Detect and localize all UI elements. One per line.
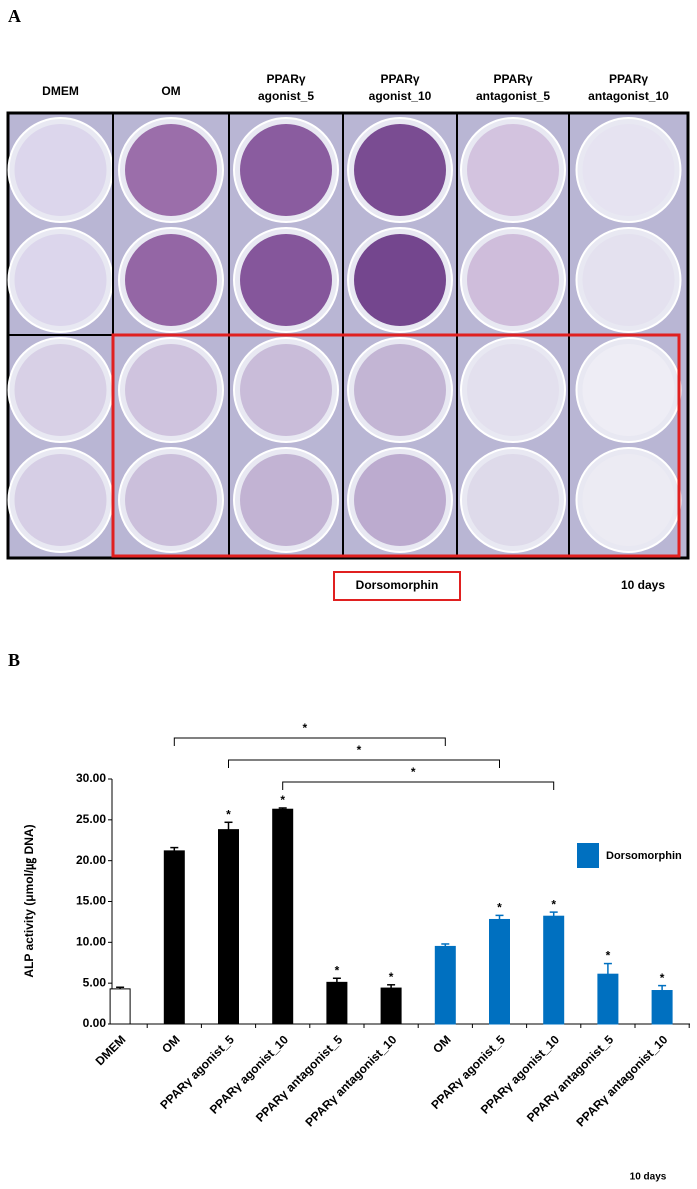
- well: [240, 124, 332, 216]
- well: [582, 454, 675, 546]
- panel-label: B: [8, 650, 20, 670]
- column-header: PPARγ: [493, 72, 532, 86]
- well: [354, 234, 446, 326]
- bar: [651, 990, 673, 1025]
- x-tick-label: PPARγ antagonist_10: [302, 1032, 399, 1129]
- column-header: antagonist_10: [588, 89, 669, 103]
- y-tick-label: 30.00: [76, 771, 106, 785]
- well: [14, 124, 107, 216]
- column-header: PPARγ: [266, 72, 305, 86]
- column-header: PPARγ: [609, 72, 648, 86]
- bar: [434, 945, 456, 1025]
- footnote: 10 days: [630, 1172, 667, 1183]
- bar: [272, 808, 294, 1025]
- bar: [597, 973, 619, 1025]
- y-tick-label: 0.00: [83, 1016, 107, 1030]
- wells: [7, 113, 682, 558]
- well: [467, 454, 559, 546]
- well: [240, 234, 332, 326]
- significance-star: *: [497, 901, 502, 915]
- bar: [109, 988, 131, 1025]
- y-tick-label: 5.00: [83, 975, 107, 989]
- well: [125, 234, 217, 326]
- bar: [218, 829, 239, 1025]
- well: [14, 454, 107, 546]
- time-label: 10 days: [621, 578, 665, 592]
- column-header: OM: [161, 84, 180, 98]
- column-header: DMEM: [42, 84, 79, 98]
- bar: [489, 918, 510, 1025]
- y-tick-label: 15.00: [76, 894, 106, 908]
- well: [582, 234, 675, 326]
- significance-star: *: [606, 949, 611, 963]
- x-tick-label: OM: [159, 1032, 183, 1056]
- well: [14, 234, 107, 326]
- y-tick-label: 20.00: [76, 853, 106, 867]
- significance-bracket: [228, 759, 500, 768]
- box-label-frame: [333, 571, 461, 601]
- bar: [163, 850, 185, 1025]
- well: [467, 124, 559, 216]
- legend-swatch: [577, 843, 599, 868]
- well: [125, 344, 217, 436]
- well: [467, 234, 559, 326]
- column-header: antagonist_5: [476, 89, 550, 103]
- significance-star: *: [551, 897, 556, 911]
- y-tick-label: 10.00: [76, 935, 106, 949]
- x-tick-label: OM: [430, 1032, 454, 1056]
- column-header: agonist_10: [369, 89, 432, 103]
- well: [125, 454, 217, 546]
- well: [240, 344, 332, 436]
- well: [354, 454, 446, 546]
- dorsomorphin-box: [111, 333, 681, 558]
- well: [354, 344, 446, 436]
- well: [582, 124, 675, 216]
- bar: [380, 987, 402, 1025]
- column-header: PPARγ: [380, 72, 419, 86]
- bracket-star: *: [357, 743, 362, 757]
- y-axis-label: ALP activity (μmol/㎍ DNA): [22, 824, 37, 977]
- bar: [543, 915, 565, 1025]
- column-header: agonist_5: [258, 89, 314, 103]
- bracket-star: *: [302, 721, 307, 735]
- well: [14, 344, 107, 436]
- significance-bracket: [282, 781, 555, 790]
- y-tick-label: 25.00: [76, 812, 106, 826]
- significance-bracket: [173, 737, 446, 746]
- significance-star: *: [660, 971, 665, 985]
- bar: [326, 981, 348, 1025]
- well: [582, 344, 675, 436]
- significance-star: *: [280, 793, 285, 807]
- well: [354, 124, 446, 216]
- well: [467, 344, 559, 436]
- well: [240, 454, 332, 546]
- box-label: Dorsomorphin: [356, 578, 439, 592]
- well: [125, 124, 217, 216]
- significance-star: *: [335, 963, 340, 977]
- significance-star: *: [226, 807, 231, 821]
- panel-label: A: [8, 6, 21, 26]
- x-tick-label: PPARγ antagonist_10: [573, 1032, 670, 1129]
- bracket-star: *: [411, 765, 416, 779]
- significance-star: *: [389, 970, 394, 984]
- legend-label: Dorsomorphin: [606, 850, 682, 862]
- x-tick-label: DMEM: [93, 1032, 129, 1068]
